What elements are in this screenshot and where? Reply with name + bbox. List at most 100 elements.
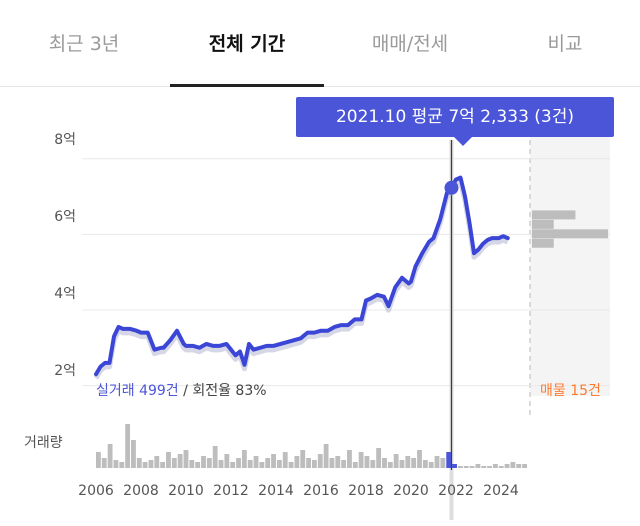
summary-separator: / [178,383,193,399]
listing-price-bar [532,210,576,220]
volume-bar [417,450,422,468]
volume-bar [142,462,148,468]
volume-bar [206,458,212,468]
volume-bar [171,458,177,468]
turnover-rate: 회전율 83% [192,383,267,399]
x-tick-label: 2016 [303,483,339,499]
volume-bar [370,460,376,468]
volume-bar [101,458,107,468]
volume-bar [446,452,452,468]
volume-bar [230,462,236,468]
volume-bar [487,466,492,468]
volume-bar [317,454,323,468]
volume-bar [300,450,306,468]
volume-bar [201,456,206,468]
tooltip-text: 2021.10 평균 7억 2,333 (3건) [335,107,575,127]
volume-bar [452,464,457,468]
volume-bar [218,460,224,468]
x-tick-label: 2012 [213,483,249,499]
volume-bar [271,454,276,468]
volume-bar [224,454,230,468]
volume-bar [428,462,434,468]
volume-bar [131,440,136,468]
y-tick-label: 2억 [54,363,76,379]
volume-bar [481,466,487,468]
volume-bar [148,460,154,468]
volume-bar [469,466,475,468]
volume-bar [253,456,259,468]
volume-bar [323,444,329,468]
volume-bar [399,460,405,468]
volume-bar [510,462,516,468]
x-tick-label: 2006 [78,483,114,499]
volume-bar [241,450,247,468]
volume-bar [387,462,393,468]
tab-label: 전체 기간 [208,33,286,55]
x-tick-label: 2008 [123,483,159,499]
volume-bar [107,444,113,468]
volume-bar [136,458,142,468]
tab-label: 비교 [547,33,583,55]
transaction-summary: 실거래 499건 / 회전율 83% [96,380,267,400]
volume-bar [265,458,271,468]
tab-label: 최근 3년 [48,33,120,55]
volume-bar [247,460,253,468]
tab-sale-jeonse[interactable]: 매매/전세 [330,0,490,86]
listing-count[interactable]: 매물 15건 [540,383,601,399]
volume-bar [306,458,311,468]
volume-bar [189,460,195,468]
trade-count: 실거래 499건 [96,383,179,399]
volume-bar [236,458,241,468]
y-tick-label: 4억 [54,286,76,302]
volume-bar [440,458,446,468]
volume-bar [364,456,370,468]
volume-bar [498,466,504,468]
tab-recent-3-years[interactable]: 최근 3년 [0,0,168,86]
tab-full-period[interactable]: 전체 기간 [170,0,324,87]
y-tick-label: 8억 [54,132,76,148]
volume-bar [422,460,428,468]
volume-bar [516,464,522,468]
volume-bar [475,464,481,468]
listing-price-bar [532,229,608,239]
volume-bar [347,450,352,468]
listing-area-background [530,110,610,396]
volume-bar [411,458,417,468]
volume-bar [463,466,469,468]
price-tooltip: 2021.10 평균 7억 2,333 (3건) [296,97,614,146]
volume-bar [405,456,411,468]
volume-bar [276,460,282,468]
volume-bar [183,450,189,468]
volume-bar [166,452,171,468]
volume-bar [522,464,527,468]
volume-bar [382,458,387,468]
volume-bar [160,462,166,468]
volume-bar [352,462,358,468]
volume-bar [329,458,335,468]
volume-bar [312,460,317,468]
volume-bar [119,462,125,468]
x-tick-label: 2010 [168,483,204,499]
volume-bar [96,452,101,468]
listing-price-bar [532,238,554,248]
highlight-point [444,180,459,195]
volume-bar [457,466,463,468]
volume-bar [288,462,294,468]
tab-compare[interactable]: 비교 [490,0,640,86]
volume-bar [294,456,300,468]
volume-bar [177,454,183,468]
tab-label: 매매/전세 [371,33,449,55]
volume-bar [376,448,382,468]
volume-bar [212,446,218,468]
volume-bar [259,462,265,468]
volume-bar [154,456,160,468]
volume-bar [113,460,119,468]
volume-label: 거래량 [24,435,63,451]
volume-bar [393,454,399,468]
volume-bar [335,456,341,468]
x-tick-label: 2024 [483,483,519,499]
volume-bar [492,464,498,468]
volume-bar [504,464,510,468]
volume-bar [195,462,201,468]
